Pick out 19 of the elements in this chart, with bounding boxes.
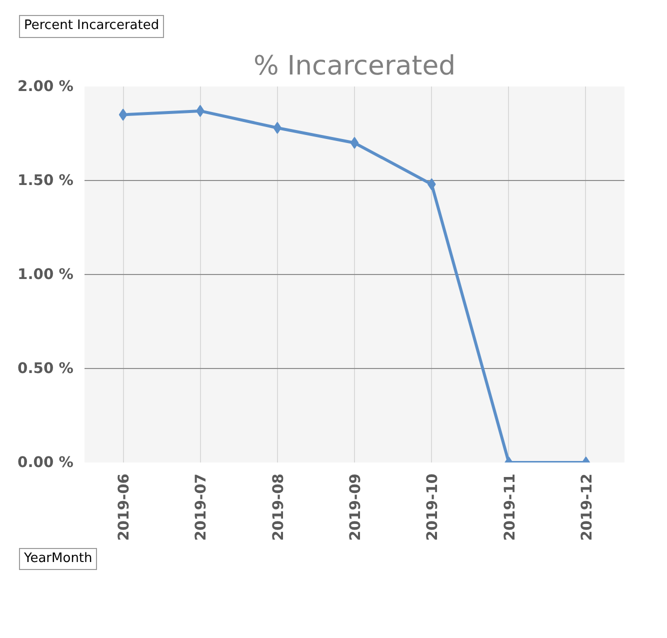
y-tick-label: 0.50 % bbox=[18, 360, 74, 377]
x-tick-label: 2019-08 bbox=[270, 473, 287, 540]
x-tick-label: 2019-10 bbox=[424, 473, 442, 540]
point bbox=[350, 136, 359, 148]
y-tick-label: 1.00 % bbox=[18, 266, 74, 283]
point bbox=[427, 178, 436, 190]
x-tick-label: 2019-06 bbox=[116, 473, 133, 540]
text: Percent Incarcerated bbox=[24, 17, 160, 35]
point bbox=[273, 121, 282, 134]
x-tick-label: 2019-11 bbox=[501, 473, 518, 540]
text: YearMonth bbox=[24, 550, 92, 568]
y-tick-label: 0.00 % bbox=[18, 454, 74, 471]
y-tick-label: 2.00 % bbox=[18, 78, 74, 95]
chart-title: % Incarcerated bbox=[253, 50, 456, 82]
y-tick-label: 1.50 % bbox=[18, 172, 74, 189]
x-tick-label: 2019-07 bbox=[192, 473, 210, 540]
point bbox=[118, 108, 128, 120]
x-tick-label: 2019-09 bbox=[347, 473, 364, 540]
x-tick-label: 2019-12 bbox=[578, 473, 596, 540]
